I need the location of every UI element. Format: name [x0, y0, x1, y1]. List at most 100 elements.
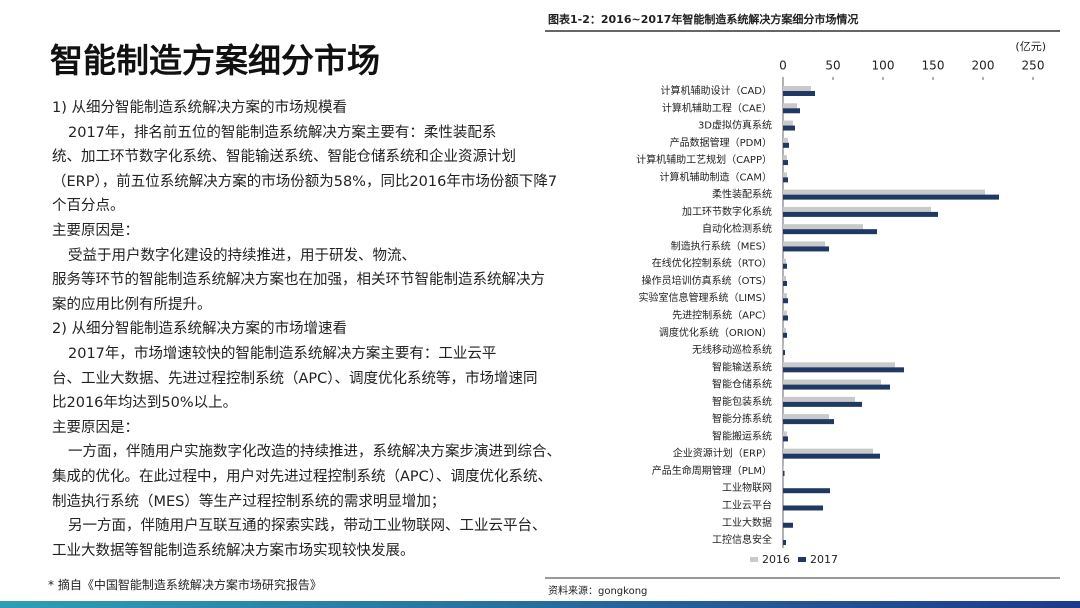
- legend-label: 2017: [810, 553, 838, 566]
- bar: [783, 310, 787, 316]
- bar: [783, 401, 862, 407]
- bar: [783, 396, 855, 402]
- category-label: 工业云平台: [722, 498, 772, 511]
- bar: [783, 91, 815, 96]
- category-label: 产品生命周期管理（PLM）: [652, 464, 772, 477]
- category-label: 工业物联网: [722, 481, 772, 494]
- bar: [783, 108, 800, 114]
- bar: [783, 275, 786, 281]
- bar: [783, 315, 788, 321]
- body-line: 工业大数据等智能制造系统解决方案市场实现较快发展。: [52, 542, 415, 559]
- bar: [783, 540, 786, 546]
- body-line: 1) 从细分智能制造系统解决方案的市场规模看: [52, 100, 347, 116]
- bar: [783, 448, 873, 454]
- bar: [783, 229, 877, 235]
- bar: [783, 384, 890, 390]
- slide-title: 智能制造方案细分市场: [50, 41, 380, 80]
- x-tick-label: 250: [1022, 59, 1045, 73]
- body-line: 2) 从细分智能制造系统解决方案的市场增速看: [52, 321, 347, 338]
- category-label: 智能搬运系统: [712, 429, 772, 442]
- bar: [783, 177, 788, 183]
- bar: [783, 280, 787, 286]
- bar: [783, 345, 784, 351]
- bar: [783, 160, 788, 166]
- category-label: 操作员培训仿真系统（OTS）: [642, 274, 772, 287]
- body-line: 制造执行系统（MES）等生产过程控制系统的需求明显增加；: [52, 493, 446, 510]
- category-label: 智能仓储系统: [712, 378, 772, 391]
- category-label: 工控信息安全: [712, 533, 772, 546]
- bar: [783, 293, 787, 299]
- bar: [783, 332, 787, 338]
- bar: [783, 155, 787, 161]
- bar: [783, 206, 931, 212]
- legend-swatch: [798, 557, 806, 562]
- bar: [783, 470, 785, 476]
- bar: [783, 379, 881, 385]
- bar: [783, 465, 784, 471]
- body-line: 主要原因是：: [52, 223, 139, 239]
- category-label: 计算机辅助设计（CAD）: [660, 84, 772, 97]
- bar: [783, 120, 793, 126]
- bar: [783, 224, 863, 230]
- category-label: 智能输送系统: [712, 360, 772, 373]
- category-label: 工业大数据: [722, 516, 772, 529]
- category-label: 3D虚拟仿真系统: [698, 119, 772, 132]
- body-line: 个百分点。: [52, 198, 125, 215]
- category-label: 无线移动巡检系统: [692, 343, 772, 356]
- bar: [783, 431, 787, 437]
- bar: [783, 298, 788, 304]
- category-label: 自动化检测系统: [702, 222, 772, 235]
- bar: [783, 103, 797, 109]
- bar: [783, 189, 985, 195]
- legend-swatch: [750, 557, 758, 562]
- bar: [783, 362, 895, 368]
- bar: [783, 137, 788, 143]
- category-label: 企业资源计划（ERP）: [673, 447, 772, 460]
- x-tick-label: 0: [779, 59, 787, 73]
- body-line: （ERP），前五位系统解决方案的市场份额为58%，同比2016年市场份额下降7: [52, 173, 558, 190]
- bar: [783, 488, 830, 494]
- category-label: 智能包装系统: [712, 395, 772, 408]
- bar: [783, 241, 825, 247]
- body-line: 主要原因是：: [52, 419, 139, 436]
- body-line: 另一方面，伴随用户互联互通的探索实践，带动工业物联网、工业云平台、: [68, 518, 547, 535]
- body-line: 比2016年均达到50%以上。: [52, 395, 238, 412]
- bar: [783, 263, 787, 269]
- category-label: 柔性装配系统: [712, 188, 772, 201]
- category-label: 智能分拣系统: [712, 412, 772, 425]
- bar: [783, 327, 786, 333]
- category-label: 计算机辅助工程（CAE）: [662, 101, 772, 114]
- bar: [783, 125, 795, 131]
- bar: [783, 258, 786, 264]
- bar: [783, 194, 999, 200]
- bar: [783, 414, 829, 420]
- category-label: 制造执行系统（MES）: [671, 239, 772, 252]
- category-label: 加工环节数字化系统: [682, 205, 772, 218]
- bar: [783, 142, 789, 148]
- body-line: 2017年，市场增速较快的智能制造系统解决方案主要有：工业云平: [68, 346, 497, 362]
- body-line: 服务等环节的智能制造系统解决方案也在加强，相关环节智能制造系统解决方: [52, 272, 545, 289]
- category-label: 在线优化控制系统（RTO）: [652, 257, 772, 270]
- bar: [783, 436, 788, 442]
- body-line: 台、工业大数据、先进过程控制系统（APC）、调度优化系统等，市场增速同: [52, 370, 538, 387]
- x-tick-label: 200: [972, 59, 995, 73]
- bar: [783, 367, 904, 373]
- bar: [783, 453, 880, 459]
- footnote: * 摘自《中国智能制造系统解决方案市场研究报告》: [48, 578, 322, 592]
- bar: [783, 419, 834, 425]
- bar: [783, 246, 829, 252]
- category-label: 实验室信息管理系统（LIMS）: [639, 291, 773, 304]
- category-label: 产品数据管理（PDM）: [670, 136, 772, 149]
- body-line: 一方面，伴随用户实施数字化改造的持续推进，系统解决方案步演进到综合、: [68, 444, 561, 461]
- bar: [783, 350, 785, 356]
- bar: [783, 505, 823, 511]
- category-label: 先进控制系统（APC）: [672, 309, 772, 322]
- bar: [783, 211, 938, 217]
- category-label: 调度优化系统（ORION）: [659, 326, 772, 339]
- category-label: 计算机辅助制造（CAM）: [660, 170, 772, 183]
- x-tick-label: 100: [872, 59, 895, 73]
- bar: [783, 86, 811, 91]
- x-tick-label: 150: [922, 59, 945, 73]
- bottom-strip: [0, 601, 1080, 608]
